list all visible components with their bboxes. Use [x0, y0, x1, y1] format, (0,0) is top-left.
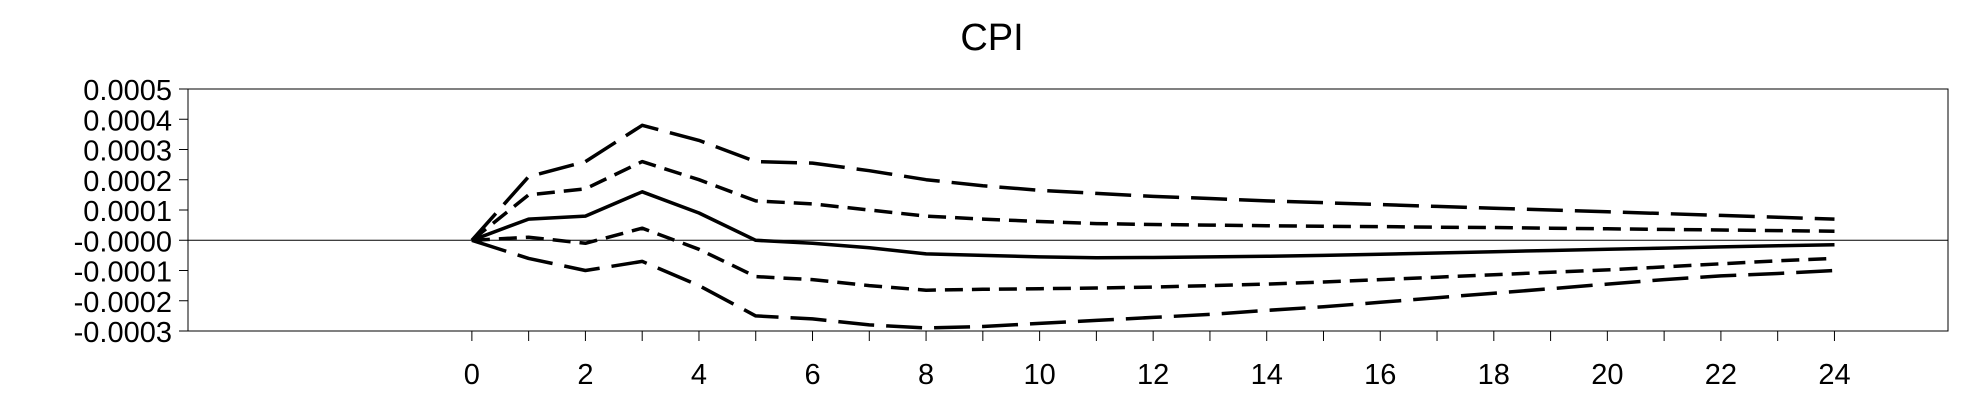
- y-tick-label: -0.0001: [74, 257, 172, 289]
- x-tick-label: 10: [1023, 359, 1055, 391]
- series-line-2: [470, 159, 1835, 242]
- x-tick-label: 6: [804, 359, 820, 391]
- chart-title: CPI: [960, 17, 1023, 59]
- x-axis: 0 2 4 6 8 10 12 14 16 18 20 22 24: [464, 331, 1851, 391]
- x-tick-label: 12: [1137, 359, 1169, 391]
- x-tick-label: 24: [1818, 359, 1850, 391]
- y-tick-label: 0.0005: [83, 75, 172, 107]
- series-line-4: [471, 226, 1835, 292]
- series-line-1: [470, 123, 1835, 242]
- series-group: [470, 123, 1835, 330]
- x-tick-label: 22: [1705, 359, 1737, 391]
- x-tick-label: 8: [918, 359, 934, 391]
- y-tick-label: -0.0000: [74, 226, 172, 258]
- x-tick-label: 0: [464, 359, 480, 391]
- plot-frame: [187, 88, 1949, 332]
- x-tick-label: 20: [1591, 359, 1623, 391]
- x-tick-label: 18: [1478, 359, 1510, 391]
- series-line-3: [471, 190, 1835, 260]
- y-tick-label: -0.0002: [74, 287, 172, 319]
- x-tick-label: 4: [691, 359, 707, 391]
- x-tick-label: 2: [577, 359, 593, 391]
- y-tick-label: 0.0003: [83, 136, 172, 168]
- series-line-5: [471, 238, 1835, 330]
- y-tick-label: 0.0001: [83, 196, 172, 228]
- y-tick-label: 0.0002: [83, 166, 172, 198]
- x-tick-label: 14: [1251, 359, 1283, 391]
- y-axis: 0.00050.00040.00030.00020.0001-0.0000-0.…: [74, 75, 188, 349]
- x-tick-label: 16: [1364, 359, 1396, 391]
- y-tick-label: 0.0004: [83, 105, 172, 137]
- y-tick-label: -0.0003: [74, 317, 172, 349]
